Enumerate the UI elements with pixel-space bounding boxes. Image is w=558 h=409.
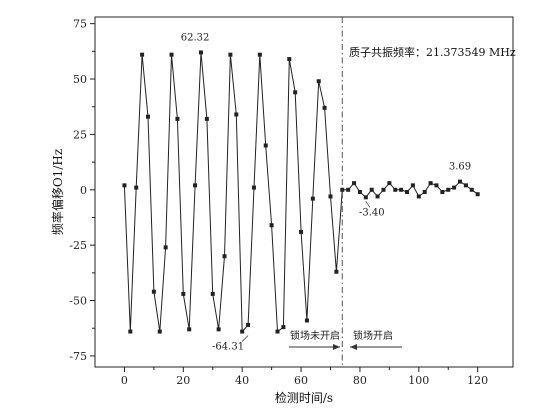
data-point xyxy=(475,192,480,197)
y-tick-label: -75 xyxy=(69,350,87,363)
tick-labels: 0 20 40 60 80 100 120 -75 -50 -25 0 25 50 75 xyxy=(69,18,488,387)
y-tick-label: 50 xyxy=(73,73,87,86)
data-point xyxy=(346,187,351,192)
data-point xyxy=(405,190,410,194)
data-point xyxy=(469,187,474,192)
data-point xyxy=(363,195,368,200)
x-tick-label: 40 xyxy=(235,374,249,387)
data-point xyxy=(275,329,280,334)
data-point xyxy=(287,57,292,62)
data-points xyxy=(122,50,480,334)
data-point xyxy=(375,194,380,199)
data-point xyxy=(228,52,233,57)
data-point xyxy=(240,329,245,334)
data-point xyxy=(299,229,304,234)
x-axis-title: 检测时间/s xyxy=(275,390,333,405)
data-point xyxy=(452,185,457,190)
data-point xyxy=(352,181,357,186)
data-point xyxy=(140,52,145,57)
data-point xyxy=(410,183,415,188)
y-tick-label: 75 xyxy=(73,18,87,31)
x-tick-label: 60 xyxy=(294,374,308,387)
annotations: 62.32 -64.31 -3.40 3.69 xyxy=(181,32,471,352)
data-point xyxy=(293,90,298,95)
data-point xyxy=(204,116,209,121)
data-point xyxy=(387,181,392,186)
data-point xyxy=(246,322,251,327)
x-tick-label: 80 xyxy=(353,374,367,387)
data-point xyxy=(381,187,386,192)
data-point xyxy=(322,105,327,110)
data-point xyxy=(399,187,404,192)
data-point xyxy=(122,183,127,188)
arrow-before xyxy=(289,344,340,350)
annotation-label: -64.31 xyxy=(212,342,244,353)
data-point xyxy=(145,114,150,119)
data-point xyxy=(263,143,268,148)
data-point xyxy=(169,52,174,57)
annotation-leader xyxy=(365,201,371,208)
data-point xyxy=(187,327,192,332)
annotation-label: 62.32 xyxy=(181,32,210,43)
data-point xyxy=(422,190,427,194)
x-tick-label: 120 xyxy=(467,374,488,387)
annotation-leader xyxy=(241,335,249,342)
annotation-label: 3.69 xyxy=(449,162,471,173)
data-point xyxy=(463,183,468,188)
data-point xyxy=(234,112,239,117)
y-tick-label: 25 xyxy=(73,128,87,141)
data-point xyxy=(163,245,168,250)
x-tick-label: 0 xyxy=(121,374,128,387)
data-point xyxy=(251,185,256,190)
data-point xyxy=(216,327,221,332)
data-point xyxy=(181,291,186,296)
data-point xyxy=(458,179,463,184)
data-point xyxy=(357,190,362,194)
annotation-label: -3.40 xyxy=(359,207,385,218)
arrow-after xyxy=(350,344,402,350)
data-point xyxy=(428,181,433,186)
data-point xyxy=(210,291,215,296)
data-point xyxy=(128,329,133,334)
y-tick-label: 0 xyxy=(80,184,87,197)
data-point xyxy=(304,318,309,323)
x-tick-label: 20 xyxy=(176,374,190,387)
data-point xyxy=(393,187,398,192)
data-point xyxy=(175,116,180,121)
axis-ticks xyxy=(90,23,479,372)
data-point xyxy=(334,269,339,274)
data-point xyxy=(193,183,198,188)
data-point xyxy=(416,194,421,199)
data-point xyxy=(328,194,333,199)
y-tick-label: -25 xyxy=(69,239,87,252)
data-point xyxy=(157,329,162,334)
data-point xyxy=(316,79,321,84)
y-axis-title: 频率偏移O1/Hz xyxy=(50,149,65,235)
data-point xyxy=(134,185,139,190)
data-point xyxy=(434,183,439,188)
data-point xyxy=(446,187,451,192)
plot-frame xyxy=(94,16,514,368)
data-point xyxy=(369,187,374,192)
region-label-before: 锁场未开启 xyxy=(290,329,340,342)
data-point xyxy=(257,52,262,57)
data-point xyxy=(151,289,156,294)
region-label-after: 锁场开启 xyxy=(353,329,393,342)
data-point xyxy=(310,196,315,201)
proton-frequency-label: 质子共振频率：21.373549 MHz xyxy=(349,45,516,59)
data-point xyxy=(440,190,445,194)
data-point xyxy=(198,50,203,55)
data-point xyxy=(269,223,274,228)
data-point xyxy=(222,254,227,259)
y-tick-label: -50 xyxy=(69,295,87,308)
data-point xyxy=(340,187,345,192)
x-tick-label: 100 xyxy=(408,374,429,387)
data-point xyxy=(281,325,286,330)
